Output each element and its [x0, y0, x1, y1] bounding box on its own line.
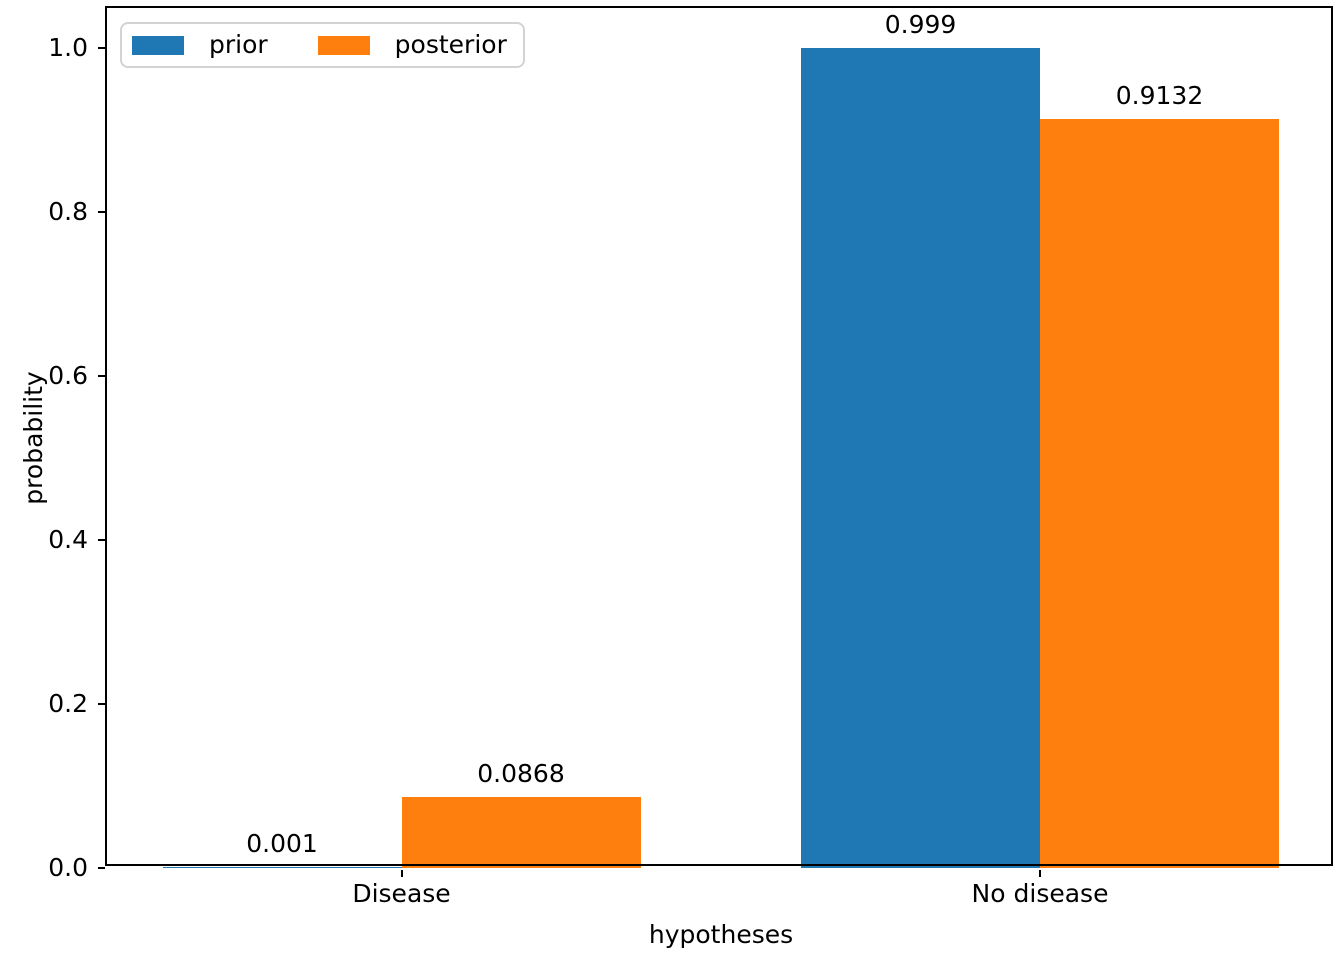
- y-tick-mark: [98, 702, 105, 705]
- legend-label-prior: prior: [209, 30, 268, 59]
- legend: prior posterior: [120, 22, 525, 68]
- y-tick-mark: [98, 210, 105, 213]
- legend-label-posterior: posterior: [394, 30, 507, 59]
- legend-swatch-prior: [132, 35, 184, 55]
- x-tick-label-disease: Disease: [352, 879, 451, 908]
- y-tick-label: 0.6: [48, 360, 88, 390]
- y-tick-mark: [98, 374, 105, 377]
- y-tick-label: 0.2: [48, 688, 88, 718]
- bar-no-disease-posterior: [1040, 118, 1279, 868]
- y-tick-mark: [98, 867, 105, 869]
- bar-no-disease-prior: [801, 48, 1040, 869]
- bar-disease-posterior: [401, 796, 641, 868]
- legend-swatch-posterior: [317, 35, 370, 55]
- value-label-no-disease-prior: 0.999: [884, 10, 957, 40]
- x-tick-label-no-disease: No disease: [971, 879, 1109, 908]
- x-tick-mark: [400, 870, 403, 877]
- bar-disease-prior: [162, 867, 402, 869]
- x-tick-mark: [1039, 870, 1041, 877]
- x-axis-label: hypotheses: [648, 920, 794, 949]
- y-tick-mark: [98, 538, 105, 541]
- y-tick-label: 0.8: [48, 196, 88, 226]
- y-tick-label: 1.0: [48, 32, 88, 62]
- legend-item-prior: prior: [132, 32, 268, 58]
- y-tick-label: 0.0: [48, 853, 88, 882]
- legend-item-posterior: posterior: [317, 30, 507, 59]
- y-tick-label: 0.4: [48, 524, 88, 554]
- value-label-disease-posterior: 0.0868: [477, 758, 565, 788]
- value-label-no-disease-posterior: 0.9132: [1115, 80, 1204, 110]
- y-tick-mark: [98, 46, 105, 49]
- value-label-disease-prior: 0.001: [246, 829, 318, 859]
- y-axis-label: probability: [19, 371, 48, 505]
